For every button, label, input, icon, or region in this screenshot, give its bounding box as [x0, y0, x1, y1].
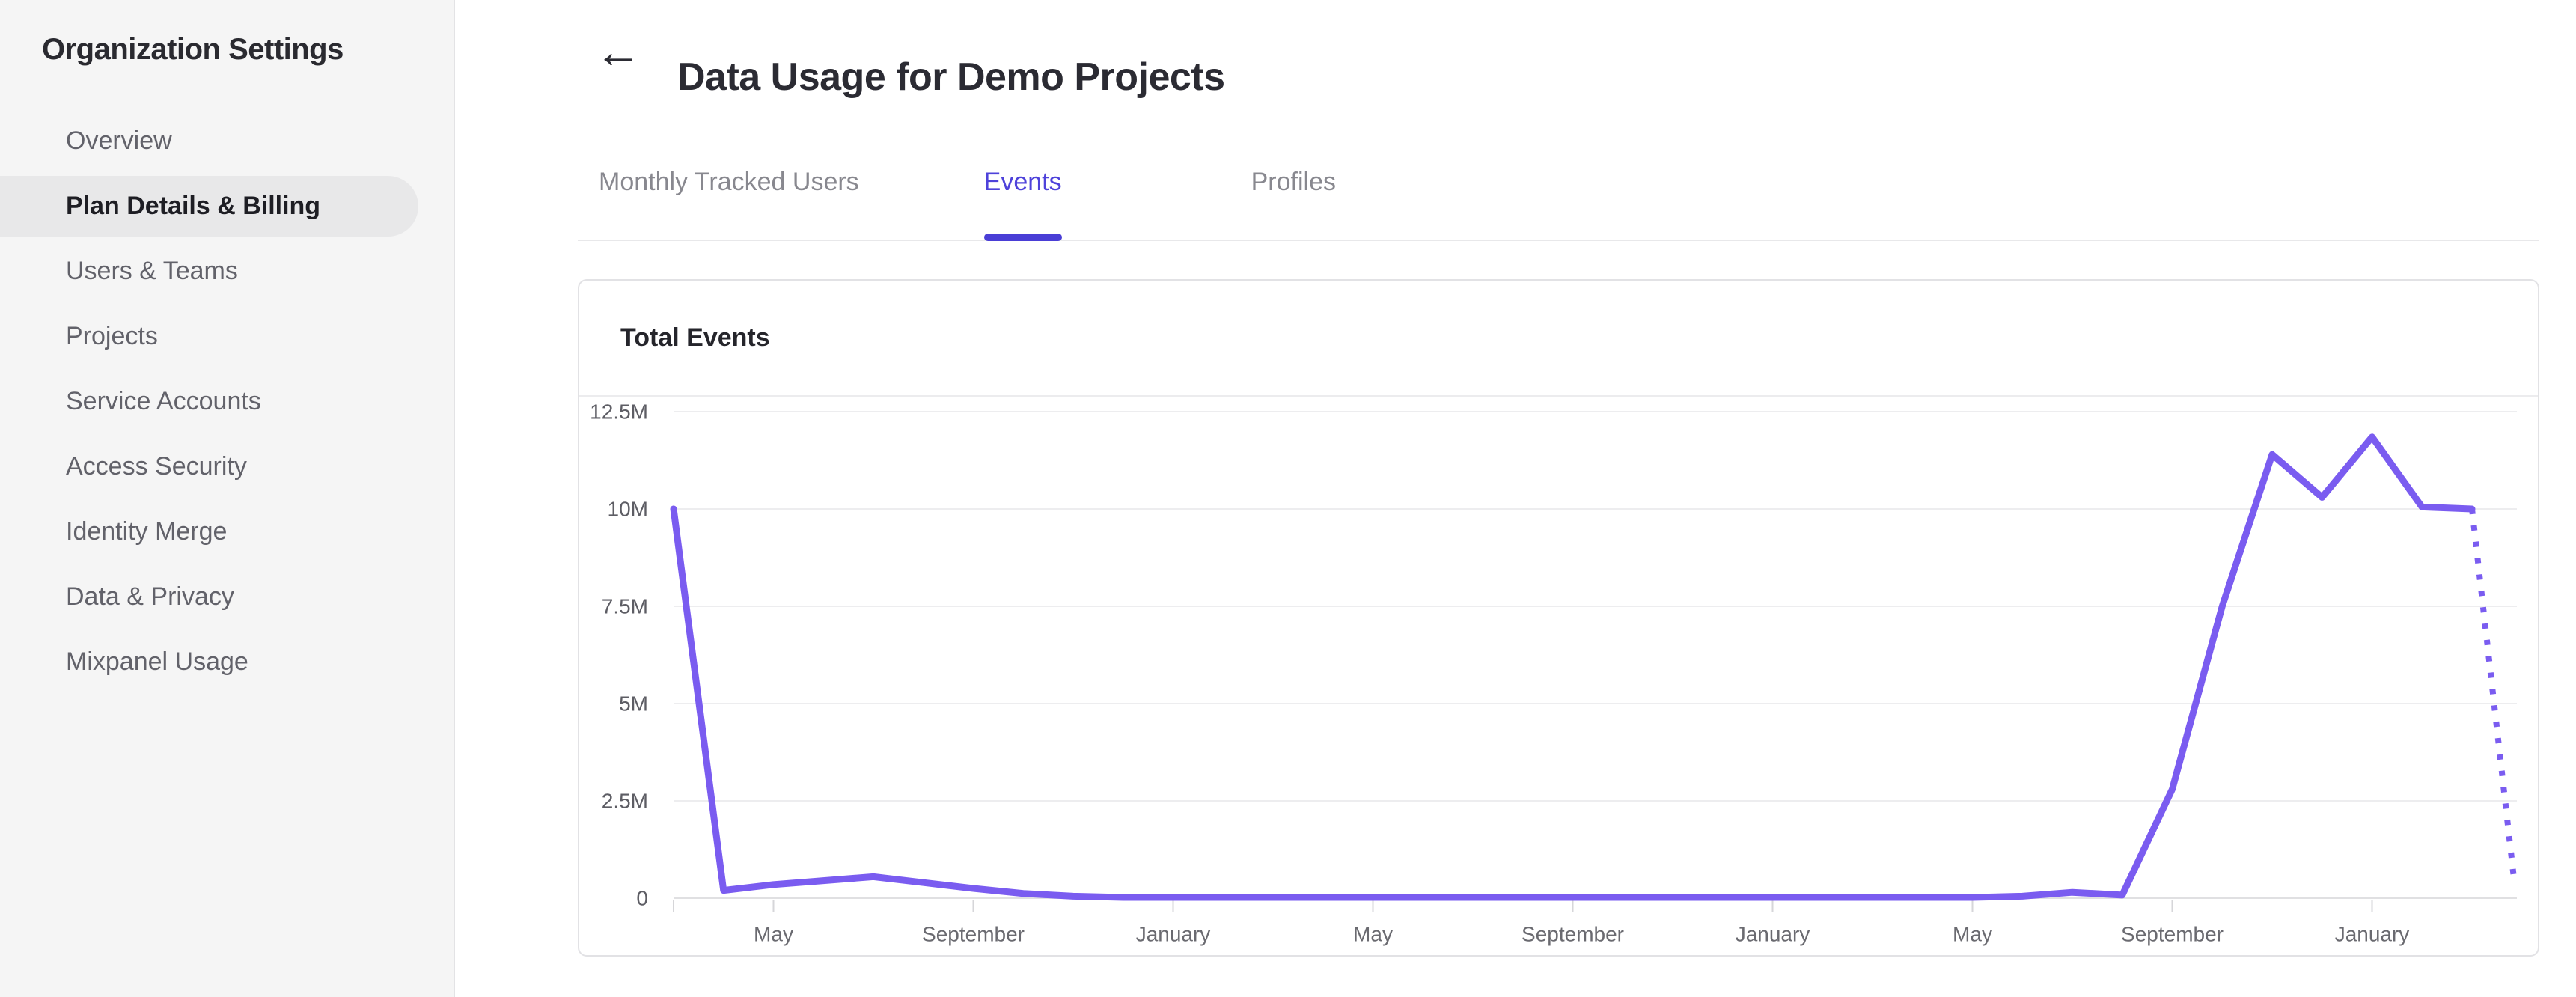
sidebar-item-access-security[interactable]: Access Security	[66, 452, 247, 481]
sidebar-item-service-accounts[interactable]: Service Accounts	[66, 387, 261, 415]
sidebar-item-mixpanel-usage[interactable]: Mixpanel Usage	[66, 647, 248, 676]
card-title: Total Events	[620, 323, 770, 352]
tab-profiles[interactable]: Profiles	[1251, 168, 1336, 196]
card-header: Total Events	[579, 281, 2538, 397]
tab-monthly-tracked-users[interactable]: Monthly Tracked Users	[599, 168, 859, 196]
usage-card: Total Events	[578, 279, 2539, 957]
sidebar-item-users-teams[interactable]: Users & Teams	[66, 257, 238, 285]
page-title: Data Usage for Demo Projects	[677, 55, 1225, 99]
back-arrow-icon: ←	[595, 26, 641, 78]
sidebar-item-overview[interactable]: Overview	[66, 126, 172, 155]
active-tab-underline	[983, 234, 1062, 241]
sidebar-nav: Overview Plan Details & Billing Users & Te…	[0, 111, 454, 697]
back-button[interactable]: ←	[588, 22, 648, 82]
sidebar-item-identity-merge[interactable]: Identity Merge	[66, 517, 228, 546]
sidebar-item-projects[interactable]: Projects	[66, 322, 158, 350]
tab-events[interactable]: Events	[983, 148, 1062, 241]
sidebar-title: Organization Settings	[42, 33, 344, 66]
sidebar-item-data-privacy[interactable]: Data & Privacy	[66, 582, 234, 611]
tabs: Monthly Tracked Users Events Profiles	[578, 148, 2539, 241]
sidebar: Organization Settings Overview Plan Detai…	[0, 0, 455, 997]
sidebar-item-plan-details-billing[interactable]: Plan Details & Billing	[0, 176, 418, 237]
